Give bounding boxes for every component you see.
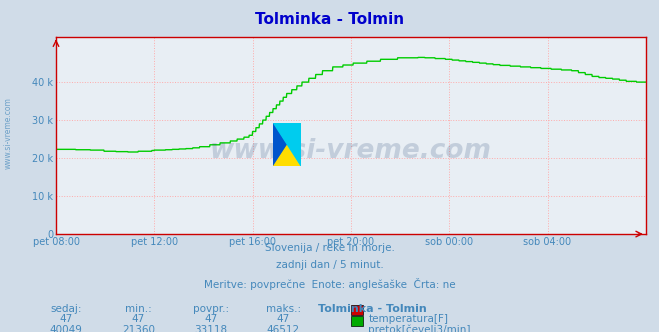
- Text: 40049: 40049: [49, 325, 82, 332]
- Text: Slovenija / reke in morje.: Slovenija / reke in morje.: [264, 243, 395, 253]
- Text: 33118: 33118: [194, 325, 227, 332]
- Text: maks.:: maks.:: [266, 304, 301, 314]
- Text: 21360: 21360: [122, 325, 155, 332]
- Text: Meritve: povprečne  Enote: anglešaške  Črta: ne: Meritve: povprečne Enote: anglešaške Črt…: [204, 278, 455, 290]
- Text: 47: 47: [204, 314, 217, 324]
- Polygon shape: [273, 123, 301, 166]
- Text: temperatura[F]: temperatura[F]: [368, 314, 448, 324]
- Text: 47: 47: [132, 314, 145, 324]
- Text: www.si-vreme.com: www.si-vreme.com: [210, 138, 492, 164]
- Polygon shape: [273, 123, 301, 166]
- Text: 46512: 46512: [267, 325, 300, 332]
- Polygon shape: [273, 123, 301, 166]
- Text: Tolminka - Tolmin: Tolminka - Tolmin: [255, 12, 404, 27]
- Text: www.si-vreme.com: www.si-vreme.com: [3, 97, 13, 169]
- Text: 47: 47: [59, 314, 72, 324]
- Text: sedaj:: sedaj:: [50, 304, 82, 314]
- Text: Tolminka - Tolmin: Tolminka - Tolmin: [318, 304, 427, 314]
- Text: zadnji dan / 5 minut.: zadnji dan / 5 minut.: [275, 260, 384, 270]
- Text: povpr.:: povpr.:: [193, 304, 229, 314]
- Text: min.:: min.:: [125, 304, 152, 314]
- Text: 47: 47: [277, 314, 290, 324]
- Text: pretok[čevelj3/min]: pretok[čevelj3/min]: [368, 325, 471, 332]
